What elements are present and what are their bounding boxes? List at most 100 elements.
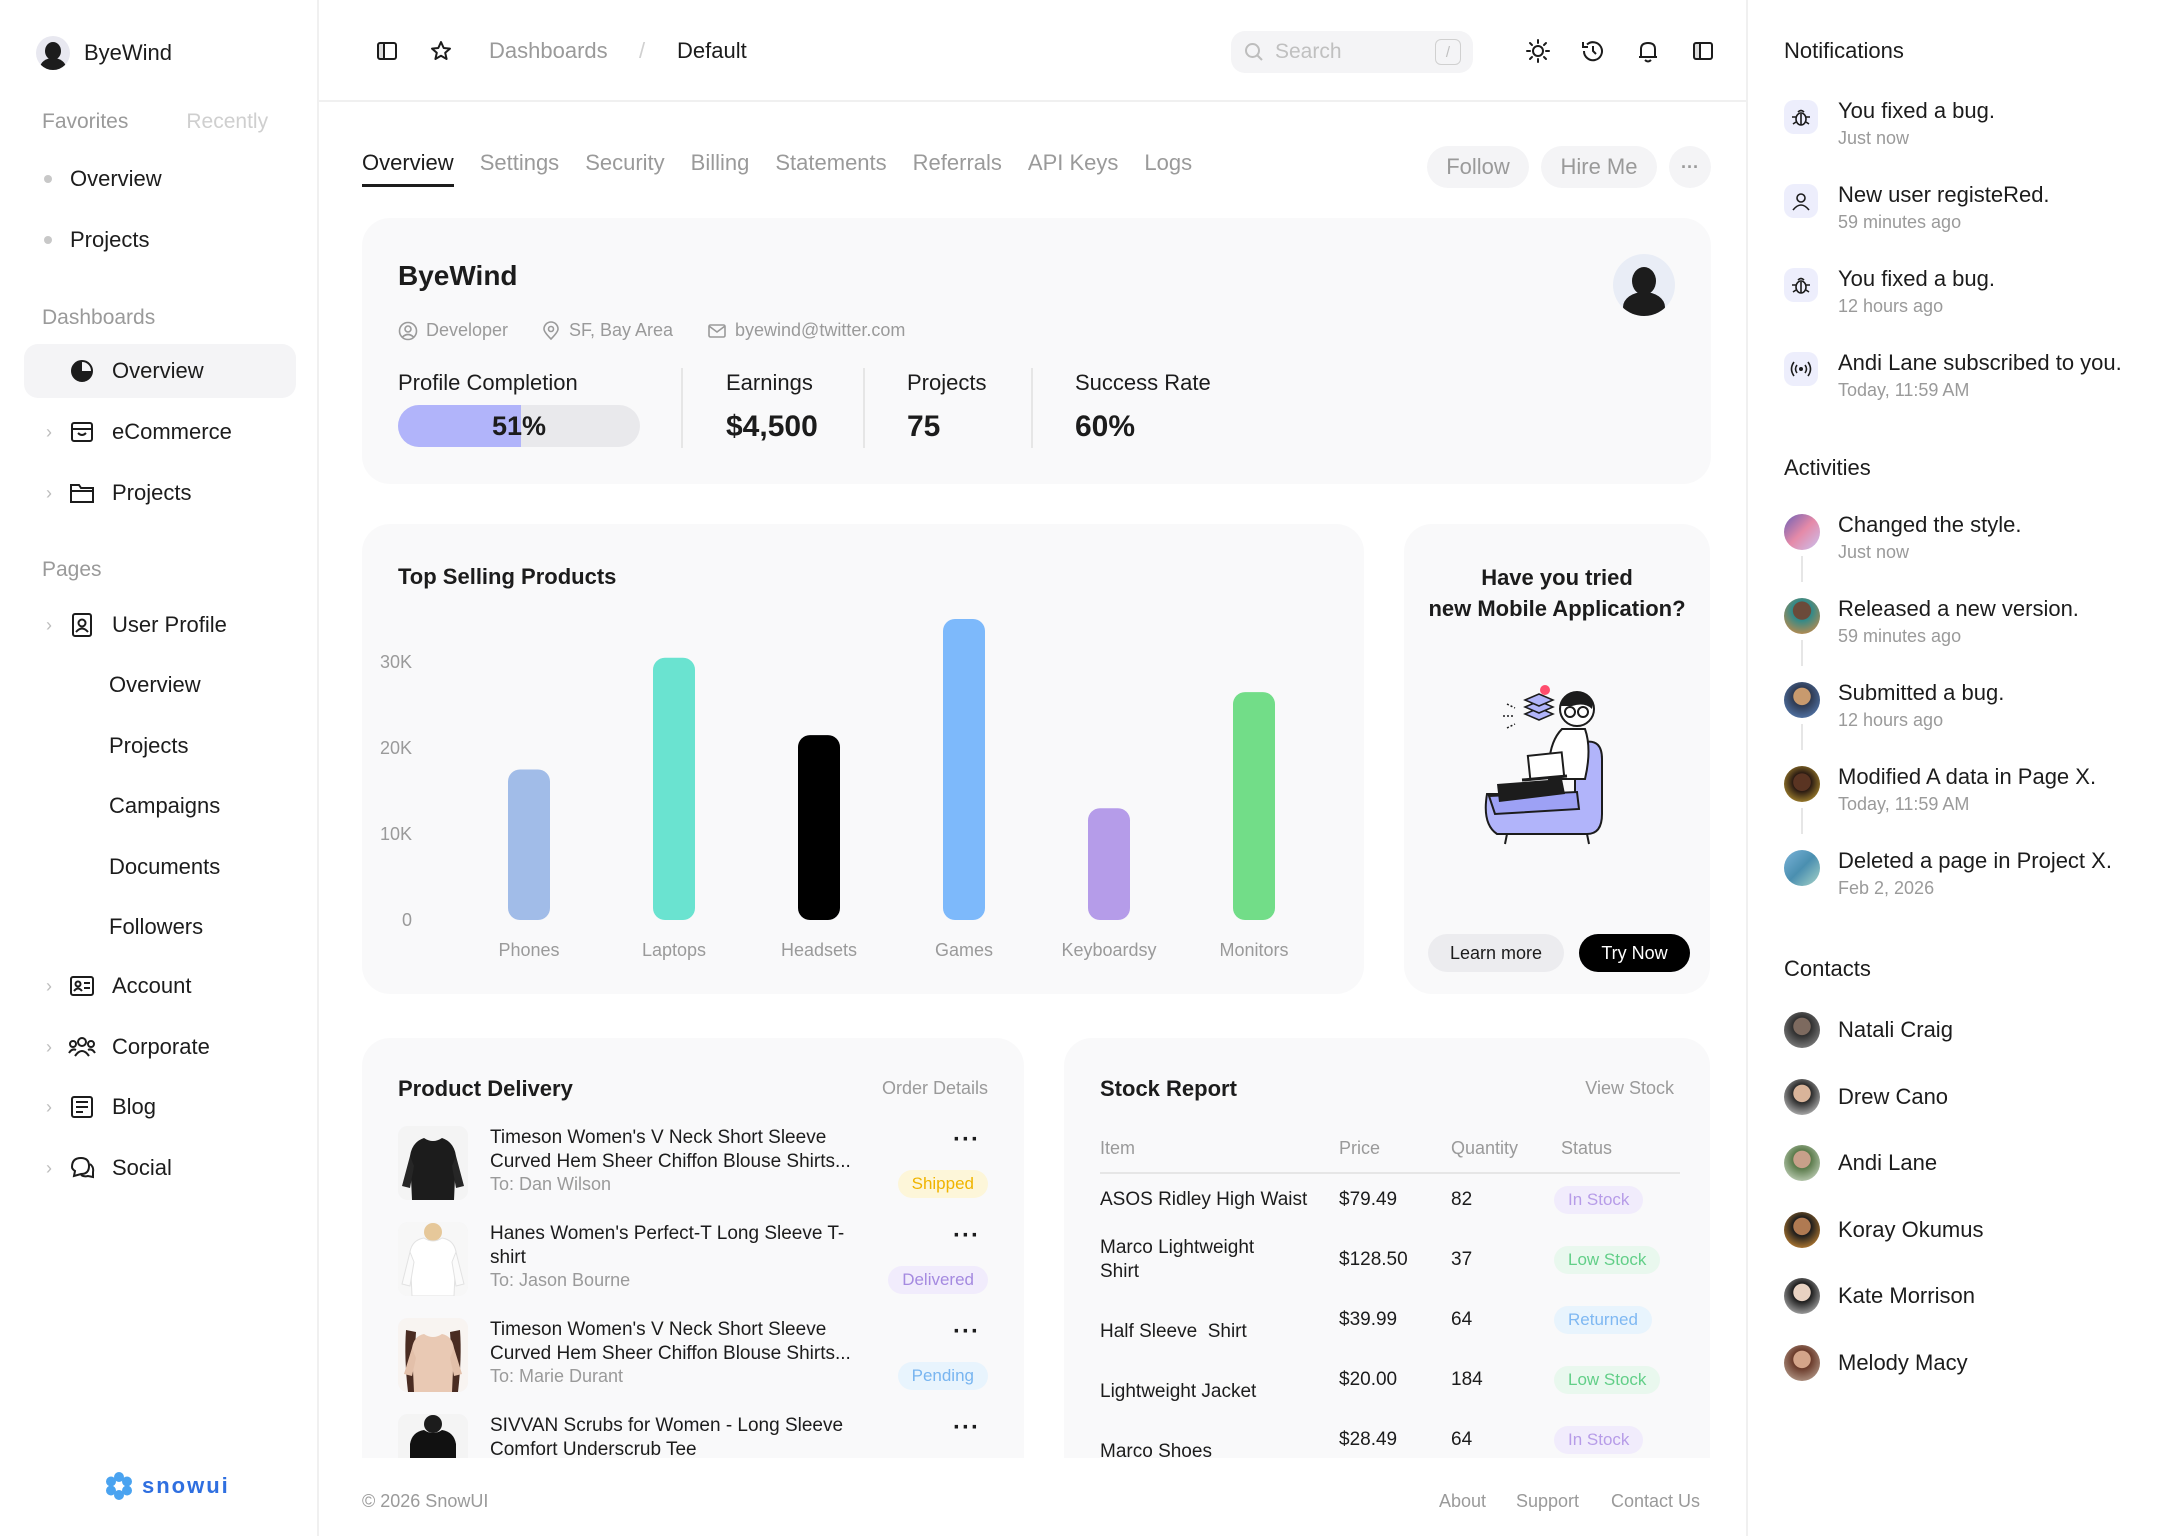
footer-support-link[interactable]: Support — [1516, 1491, 1580, 1511]
nav-sub-campaigns[interactable]: Campaigns — [109, 793, 221, 818]
brand-name: ByeWind — [84, 40, 173, 65]
chevron-right-icon: › — [46, 482, 52, 503]
more-options-icon[interactable]: ··· — [953, 1318, 980, 1345]
col-header-status[interactable]: Status — [1561, 1138, 1613, 1158]
delivery-row[interactable]: Timeson Women's V Neck Short Sleeve Curv… — [398, 1318, 988, 1406]
profile-role: Developer — [398, 320, 508, 341]
nav-sub-projects[interactable]: Projects — [109, 733, 189, 758]
favorite-item-projects[interactable]: Projects — [44, 227, 149, 253]
col-header-item[interactable]: Item — [1100, 1138, 1136, 1158]
notification-text: Andi Lane subscribed to you. — [1838, 350, 2122, 375]
nav-projects[interactable]: › Projects — [24, 466, 296, 520]
tab-logs[interactable]: Logs — [1144, 150, 1193, 175]
view-stock-link[interactable]: View Stock — [1585, 1078, 1674, 1098]
cell-quantity: 184 — [1451, 1369, 1483, 1390]
nav-blog[interactable]: › Blog — [24, 1080, 296, 1134]
notification-item[interactable]: You fixed a bug. Just now — [1784, 98, 2144, 168]
favorite-item-overview[interactable]: Overview — [44, 166, 162, 192]
tab-overview[interactable]: Overview — [362, 150, 454, 187]
activity-item[interactable]: Submitted a bug. 12 hours ago — [1784, 680, 2144, 750]
divider — [863, 368, 865, 448]
star-icon[interactable] — [426, 36, 456, 66]
nav-account[interactable]: › Account — [24, 959, 296, 1013]
brand[interactable]: ByeWind — [36, 36, 172, 70]
bar-games[interactable] — [943, 619, 985, 920]
nav-sub-followers[interactable]: Followers — [109, 914, 204, 939]
notification-item[interactable]: Andi Lane subscribed to you. Today, 11:5… — [1784, 350, 2144, 420]
delivery-row[interactable]: Hanes Women's Perfect-T Long Sleeve T-sh… — [398, 1222, 988, 1310]
activity-item[interactable]: Deleted a page in Project X. Feb 2, 2026 — [1784, 848, 2144, 918]
breadcrumb-default[interactable]: Default — [677, 38, 747, 63]
bell-icon[interactable] — [1633, 36, 1663, 66]
breadcrumb-dashboards[interactable]: Dashboards — [489, 38, 608, 63]
tab-security[interactable]: Security — [585, 150, 665, 175]
contact-name: Kate Morrison — [1838, 1283, 1975, 1308]
learn-more-button[interactable]: Learn more — [1428, 934, 1564, 972]
notification-item[interactable]: New user registeRed. 59 minutes ago — [1784, 182, 2144, 252]
footer-contact-link[interactable]: Contact Us — [1611, 1491, 1701, 1511]
bar-keyboardsy[interactable] — [1088, 808, 1130, 920]
bar-monitors[interactable] — [1233, 692, 1275, 920]
col-header-quantity[interactable]: Quantity — [1451, 1138, 1519, 1158]
more-options-icon[interactable]: ··· — [953, 1414, 980, 1441]
nav-dashboard-overview[interactable]: Overview — [24, 344, 296, 398]
bar-laptops[interactable] — [653, 657, 695, 920]
contact-item[interactable]: Kate Morrison — [1784, 1278, 1975, 1314]
contact-item[interactable]: Melody Macy — [1784, 1345, 1968, 1381]
nav-ecommerce[interactable]: › eCommerce — [24, 405, 296, 459]
search-input[interactable] — [1275, 40, 1425, 64]
contact-item[interactable]: Natali Craig — [1784, 1012, 1953, 1048]
chart-title: Top Selling Products — [398, 564, 617, 589]
nav-user-profile[interactable]: › User Profile — [24, 598, 296, 652]
sidebar-toggle-icon[interactable] — [372, 36, 402, 66]
tab-api-keys[interactable]: API Keys — [1027, 150, 1119, 175]
map-pin-icon — [543, 320, 559, 340]
profile-card: ByeWind Developer SF, Bay Area byewind@t… — [362, 218, 1711, 484]
status-badge: Low Stock — [1554, 1246, 1661, 1274]
tab-settings[interactable]: Settings — [479, 150, 560, 175]
bar-headsets[interactable] — [798, 735, 840, 920]
avatar — [1784, 598, 1820, 634]
activity-text: Submitted a bug. — [1838, 680, 2005, 705]
delivery-row[interactable]: Timeson Women's V Neck Short Sleeve Curv… — [398, 1126, 988, 1214]
tab-billing[interactable]: Billing — [690, 150, 750, 175]
status-badge: In Stock — [1554, 1186, 1644, 1214]
follow-button[interactable]: Follow — [1427, 146, 1529, 188]
delivery-row[interactable]: SIVVAN Scrubs for Women - Long Sleeve Co… — [398, 1414, 988, 1458]
sun-icon[interactable] — [1523, 36, 1553, 66]
nav-corporate[interactable]: › Corporate — [24, 1020, 296, 1074]
tab-statements[interactable]: Statements — [775, 150, 887, 175]
more-options-icon[interactable]: ··· — [953, 1222, 980, 1249]
footer-about-link[interactable]: About — [1439, 1491, 1487, 1511]
activity-item[interactable]: Changed the style. Just now — [1784, 512, 2144, 582]
more-button[interactable]: ··· — [1669, 146, 1711, 188]
hire-me-button[interactable]: Hire Me — [1541, 146, 1657, 188]
tab-recently[interactable]: Recently — [186, 110, 269, 133]
status-badge: Shipped — [897, 1170, 988, 1198]
history-icon[interactable] — [1578, 36, 1608, 66]
tab-favorites[interactable]: Favorites — [42, 110, 129, 133]
bar-phones[interactable] — [508, 769, 550, 921]
id-card-icon — [68, 972, 96, 1000]
contact-item[interactable]: Drew Cano — [1784, 1079, 1948, 1115]
cell-price: $79.49 — [1339, 1189, 1398, 1210]
notification-item[interactable]: You fixed a bug. 12 hours ago — [1784, 266, 2144, 336]
nav-social[interactable]: › Social — [24, 1141, 296, 1195]
more-options-icon[interactable]: ··· — [953, 1126, 980, 1153]
contact-item[interactable]: Koray Okumus — [1784, 1212, 1984, 1248]
search-box[interactable]: / — [1231, 31, 1473, 73]
contact-item[interactable]: Andi Lane — [1784, 1145, 1937, 1181]
user-profile-icon — [68, 611, 96, 639]
status-badge: Low Stock — [1554, 1366, 1661, 1394]
try-now-button[interactable]: Try Now — [1579, 934, 1690, 972]
nav-sub-documents[interactable]: Documents — [109, 854, 221, 879]
activity-item[interactable]: Released a new version. 59 minutes ago — [1784, 596, 2144, 666]
col-header-price[interactable]: Price — [1339, 1138, 1381, 1158]
panel-toggle-icon[interactable] — [1688, 36, 1718, 66]
cell-price: $20.00 — [1339, 1369, 1398, 1390]
activity-item[interactable]: Modified A data in Page X. Today, 11:59 … — [1784, 764, 2144, 834]
nav-sub-overview[interactable]: Overview — [109, 672, 201, 697]
order-details-link[interactable]: Order Details — [881, 1078, 988, 1098]
email-text[interactable]: byewind@twitter.com — [735, 320, 906, 340]
tab-referrals[interactable]: Referrals — [912, 150, 1002, 175]
